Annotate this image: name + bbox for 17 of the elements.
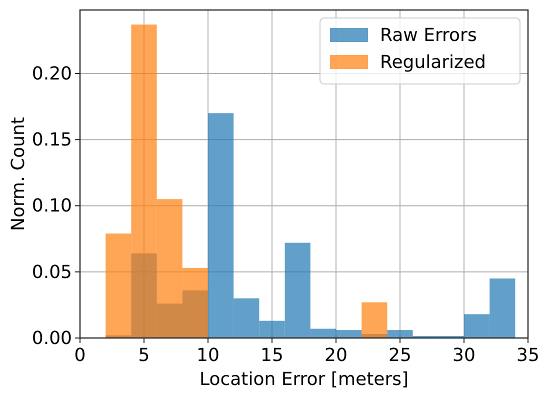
- y-axis-title: Norm. Count: [8, 117, 29, 231]
- legend-label: Raw Errors: [380, 25, 477, 46]
- legend-label: Regularized: [380, 52, 486, 73]
- y-tick-label: 0.15: [32, 130, 72, 151]
- x-tick-label: 10: [196, 345, 220, 366]
- x-tick-label: 30: [452, 345, 476, 366]
- y-tick-label: 0.05: [32, 262, 72, 283]
- x-tick-label: 20: [324, 345, 348, 366]
- y-tick-label: 0.10: [32, 196, 72, 217]
- x-axis-title: Location Error [meters]: [199, 369, 409, 390]
- x-tick-label: 0: [74, 345, 86, 366]
- x-tick-label: 5: [138, 345, 150, 366]
- y-tick-label: 0.20: [32, 63, 72, 84]
- x-tick-label: 35: [516, 345, 540, 366]
- x-tick-label: 25: [388, 345, 412, 366]
- y-tick-label: 0.00: [32, 328, 72, 349]
- x-tick-label: 15: [260, 345, 284, 366]
